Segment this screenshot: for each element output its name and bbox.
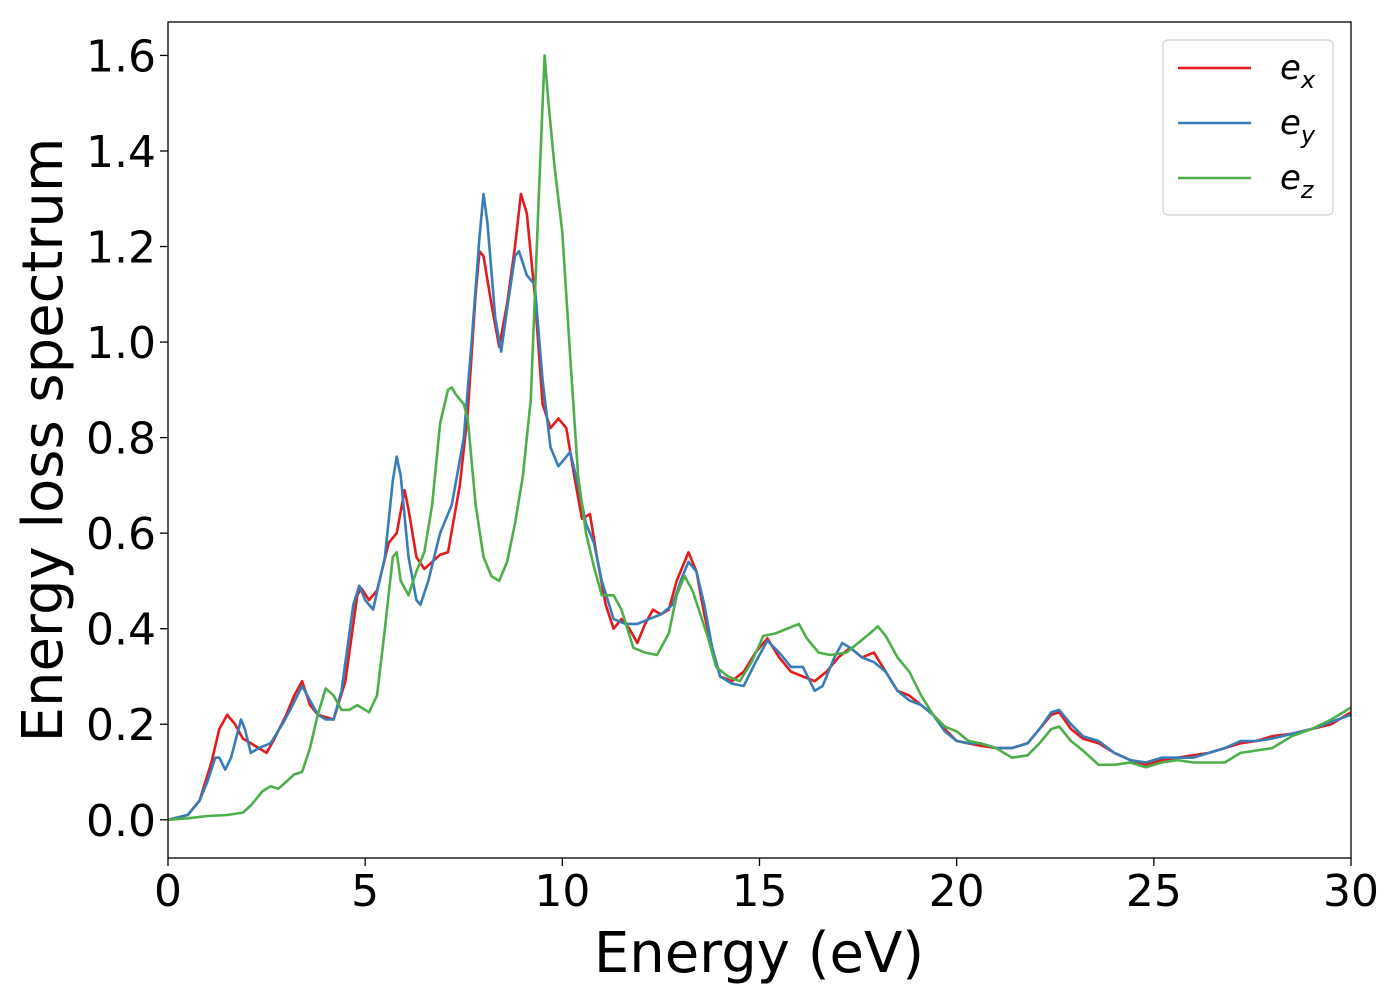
x-tick-label: 20: [929, 866, 985, 917]
y-tick-label: 1.2: [86, 223, 156, 274]
legend-box: [1162, 39, 1334, 216]
y-axis-title: Energy loss spectrum: [11, 138, 76, 743]
series-layer: [168, 54, 1351, 822]
y-tick-label: 1.4: [86, 127, 156, 178]
y-axis-ticks: 0.0 0.2 0.4 0.6 0.8 1.0 1.2 1.4 1.6: [86, 31, 168, 847]
x-tick-label: 30: [1323, 866, 1379, 917]
y-tick-label: 0.2: [86, 700, 156, 751]
y-tick-label: 0.4: [86, 605, 156, 656]
x-tick-label: 5: [351, 866, 379, 917]
legend-label-subscript: y: [1300, 121, 1316, 149]
series-line-e_z: [168, 54, 1351, 822]
x-tick-label: 25: [1126, 866, 1182, 917]
legend-label-subscript: x: [1300, 66, 1316, 94]
series-line-e_y: [168, 192, 1351, 822]
x-tick-label: 15: [732, 866, 788, 917]
x-axis-ticks: 0 5 10 15 20 25 30: [154, 858, 1379, 917]
y-tick-label: 1.6: [86, 31, 156, 82]
y-tick-label: 0.0: [86, 796, 156, 847]
y-tick-label: 1.0: [86, 318, 156, 369]
y-tick-label: 0.8: [86, 414, 156, 465]
series-line-e_x: [168, 192, 1351, 822]
x-axis-title: Energy (eV): [594, 921, 924, 986]
y-tick-label: 0.6: [86, 509, 156, 560]
x-tick-label: 0: [154, 866, 182, 917]
legend-label-subscript: z: [1300, 176, 1315, 204]
x-tick-label: 10: [534, 866, 590, 917]
